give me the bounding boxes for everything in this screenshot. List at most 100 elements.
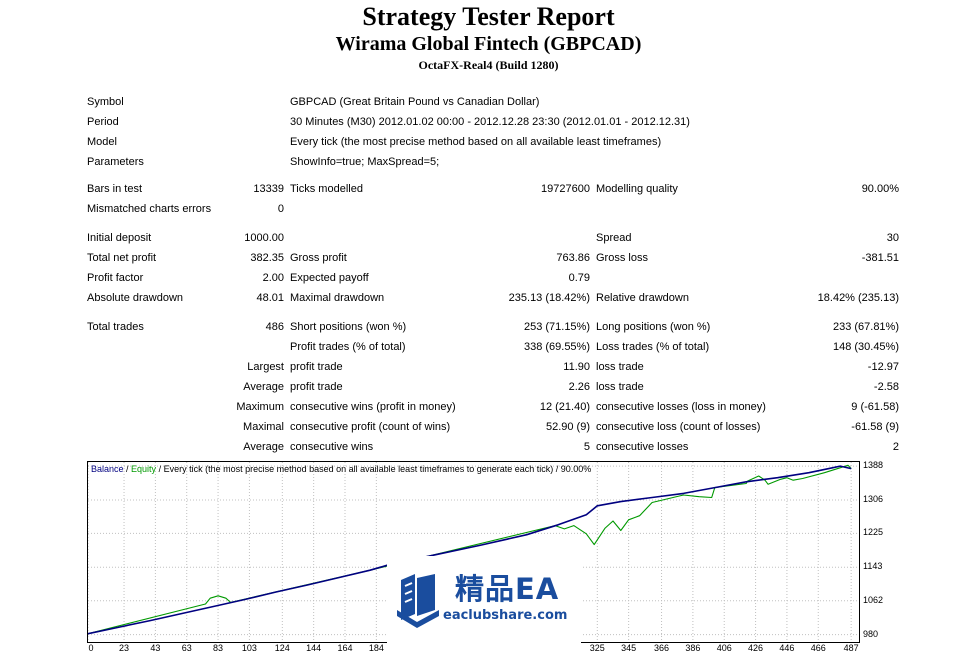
x-tick-label: 466 bbox=[810, 643, 826, 653]
parameters-value: ShowInfo=true; MaxSpread=5; bbox=[290, 156, 440, 168]
profit-factor-value: 2.00 bbox=[262, 272, 284, 284]
max-consecutive-losses-value: 9 (-61.58) bbox=[851, 401, 899, 413]
x-tick-label: 124 bbox=[274, 643, 290, 653]
average-consecutive-wins-value: 5 bbox=[583, 441, 590, 453]
mismatch-label: Mismatched charts errors bbox=[87, 203, 212, 215]
y-tick-label: 1388 bbox=[863, 460, 884, 471]
x-tick-label: 83 bbox=[213, 643, 224, 653]
maximal-consecutive-profit-label: consecutive profit (count of wins) bbox=[290, 421, 451, 433]
average-label: Average bbox=[243, 381, 284, 393]
deposit-label: Initial deposit bbox=[87, 232, 152, 244]
long-positions-value: 233 (67.81%) bbox=[832, 321, 899, 333]
x-tick-label: 164 bbox=[337, 643, 353, 653]
average-profit-value: 2.26 bbox=[568, 381, 590, 393]
model-value: Every tick (the most precise method base… bbox=[290, 136, 662, 148]
average-consecutive-wins-label: consecutive wins bbox=[290, 441, 374, 453]
loss-trades-value: 148 (30.45%) bbox=[832, 341, 899, 353]
ticks-value: 19727600 bbox=[541, 183, 590, 195]
y-tick-label: 980 bbox=[863, 628, 879, 639]
legend-separator: / bbox=[123, 464, 132, 474]
quality-value: 90.00% bbox=[861, 183, 899, 195]
watermark-brand: 精品EA bbox=[455, 572, 560, 606]
long-positions-label: Long positions (won %) bbox=[596, 321, 711, 333]
relative-drawdown-label: Relative drawdown bbox=[596, 292, 689, 304]
gross-loss-value: -381.51 bbox=[861, 252, 899, 264]
deposit-value: 1000.00 bbox=[244, 232, 284, 244]
absolute-drawdown-label: Absolute drawdown bbox=[87, 292, 184, 304]
largest-profit-value: 11.90 bbox=[563, 361, 590, 373]
x-tick-label: 103 bbox=[241, 643, 257, 653]
x-tick-label: 325 bbox=[589, 643, 605, 653]
y-tick-label: 1306 bbox=[863, 493, 884, 504]
maximal-drawdown-label: Maximal drawdown bbox=[290, 292, 385, 304]
maximal-consecutive-profit-value: 52.90 (9) bbox=[545, 421, 590, 433]
largest-label: Largest bbox=[247, 361, 284, 373]
symbol-label: Symbol bbox=[87, 96, 124, 108]
short-positions-label: Short positions (won %) bbox=[290, 321, 407, 333]
gross-profit-value: 763.86 bbox=[556, 252, 590, 264]
legend-equity: Equity bbox=[131, 464, 157, 474]
largest-loss-value: -12.97 bbox=[867, 361, 899, 373]
max-consecutive-losses-label: consecutive losses (loss in money) bbox=[596, 401, 766, 413]
chart-plot bbox=[88, 462, 859, 642]
average-profit-label: profit trade bbox=[290, 381, 343, 393]
legend-description: / Every tick (the most precise method ba… bbox=[156, 464, 592, 474]
average-consecutive-losses-label: consecutive losses bbox=[596, 441, 689, 453]
y-tick-label: 1062 bbox=[863, 594, 884, 605]
gross-loss-label: Gross loss bbox=[596, 252, 648, 264]
y-tick-label: 1225 bbox=[863, 527, 884, 538]
total-trades-label: Total trades bbox=[87, 321, 144, 333]
maximal-label: Maximal bbox=[243, 421, 284, 433]
loss-trades-label: Loss trades (% of total) bbox=[596, 341, 710, 353]
max-consecutive-wins-value: 12 (21.40) bbox=[539, 401, 590, 413]
watermark: 精品EA eaclubshare.com bbox=[387, 556, 581, 656]
bars-label: Bars in test bbox=[87, 183, 143, 195]
model-label: Model bbox=[87, 136, 117, 148]
largest-loss-label: loss trade bbox=[596, 361, 644, 373]
period-value: 30 Minutes (M30) 2012.01.02 00:00 - 2012… bbox=[290, 116, 690, 128]
account-info: OctaFX-Real4 (Build 1280) bbox=[418, 58, 559, 72]
report-subtitle: Wirama Global Fintech (GBPCAD) bbox=[335, 33, 642, 55]
profit-factor-label: Profit factor bbox=[87, 272, 144, 284]
balance-line bbox=[88, 465, 852, 635]
x-tick-label: 184 bbox=[368, 643, 384, 653]
x-tick-label: 487 bbox=[843, 643, 859, 653]
relative-drawdown-value: 18.42% (235.13) bbox=[817, 292, 899, 304]
x-tick-label: 366 bbox=[654, 643, 670, 653]
x-tick-label: 386 bbox=[685, 643, 701, 653]
x-tick-label: 446 bbox=[779, 643, 795, 653]
profit-trades-value: 338 (69.55%) bbox=[523, 341, 590, 353]
total-trades-value: 486 bbox=[265, 321, 284, 333]
legend-balance: Balance bbox=[91, 464, 124, 474]
report-title: Strategy Tester Report bbox=[362, 2, 615, 31]
expected-payoff-value: 0.79 bbox=[568, 272, 590, 284]
spread-value: 30 bbox=[886, 232, 899, 244]
x-tick-label: 43 bbox=[150, 643, 161, 653]
max-consecutive-wins-label: consecutive wins (profit in money) bbox=[290, 401, 456, 413]
absolute-drawdown-value: 48.01 bbox=[256, 292, 284, 304]
gross-profit-label: Gross profit bbox=[290, 252, 347, 264]
quality-label: Modelling quality bbox=[596, 183, 678, 195]
short-positions-value: 253 (71.15%) bbox=[523, 321, 590, 333]
mismatch-value: 0 bbox=[277, 203, 284, 215]
y-tick-label: 1143 bbox=[863, 561, 883, 572]
maximum-label: Maximum bbox=[236, 401, 284, 413]
average-loss-value: -2.58 bbox=[873, 381, 899, 393]
net-profit-value: 382.35 bbox=[250, 252, 284, 264]
x-tick-label: 406 bbox=[716, 643, 732, 653]
maximal-consecutive-loss-label: consecutive loss (count of losses) bbox=[596, 421, 761, 433]
expected-payoff-label: Expected payoff bbox=[290, 272, 369, 284]
symbol-value: GBPCAD (Great Britain Pound vs Canadian … bbox=[290, 96, 540, 108]
largest-profit-label: profit trade bbox=[290, 361, 343, 373]
profit-trades-label: Profit trades (% of total) bbox=[290, 341, 406, 353]
parameters-label: Parameters bbox=[87, 156, 144, 168]
watermark-url: eaclubshare.com bbox=[443, 608, 568, 623]
net-profit-label: Total net profit bbox=[87, 252, 157, 264]
maximal-drawdown-value: 235.13 (18.42%) bbox=[508, 292, 590, 304]
x-tick-label: 345 bbox=[621, 643, 637, 653]
average-loss-label: loss trade bbox=[596, 381, 644, 393]
average-consecutive-label: Average bbox=[243, 441, 284, 453]
chart-legend: Balance / Equity / Every tick (the most … bbox=[91, 464, 591, 474]
x-tick-label: 0 bbox=[88, 643, 94, 653]
ticks-label: Ticks modelled bbox=[290, 183, 363, 195]
